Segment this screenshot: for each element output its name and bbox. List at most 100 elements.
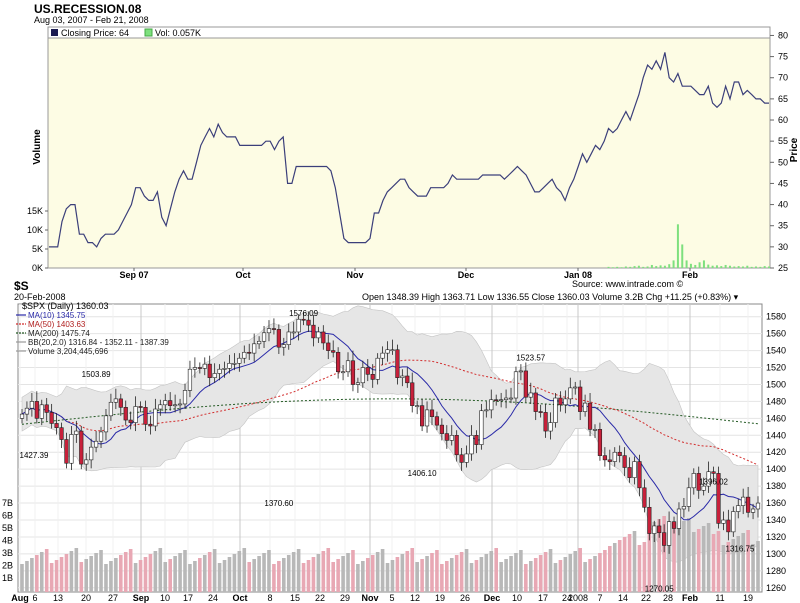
volume-bar xyxy=(39,552,44,592)
candle-body xyxy=(212,373,217,378)
volume-bar xyxy=(331,562,335,592)
volume-bar xyxy=(281,558,286,592)
volume-bar xyxy=(751,544,755,592)
x-tick-label: 14 xyxy=(618,593,628,603)
volume-bar xyxy=(701,526,706,592)
volume-bar xyxy=(79,562,84,592)
volume-bar xyxy=(385,563,390,592)
x-tick-label: 17 xyxy=(183,593,193,603)
candle-body xyxy=(721,519,726,524)
candle-body xyxy=(479,410,484,445)
price-tick-label: 1380 xyxy=(766,481,786,491)
candle-body xyxy=(331,350,336,353)
candle-body xyxy=(19,413,25,419)
x-tick-label: Dec xyxy=(458,270,475,280)
bottom-chart-ohlc: Open 1348.39 High 1363.71 Low 1336.55 Cl… xyxy=(362,292,739,302)
volume-bar xyxy=(474,560,479,592)
candle-body xyxy=(676,508,682,529)
candle-body xyxy=(59,427,64,440)
candle-body xyxy=(686,487,691,507)
candle-body xyxy=(350,360,356,385)
volume-bar xyxy=(746,530,750,592)
volume-bar xyxy=(321,551,326,592)
candle-body xyxy=(607,459,612,462)
volume-bar xyxy=(637,265,640,268)
volume-tick-label: 6B xyxy=(2,511,13,521)
candle-body xyxy=(153,408,158,427)
volume-bar xyxy=(682,521,686,592)
legend-close: Closing Price: 64 xyxy=(61,28,129,38)
volume-bar xyxy=(524,564,528,592)
volume-bar xyxy=(672,260,675,268)
candle-body xyxy=(632,461,637,478)
volume-bar xyxy=(49,563,54,592)
volume-bar xyxy=(724,264,727,268)
volume-bar xyxy=(247,562,252,592)
x-tick-label: 24 xyxy=(562,593,572,603)
candle-body xyxy=(247,351,252,354)
candle-body xyxy=(24,407,30,415)
candle-body xyxy=(257,340,262,345)
volume-bar xyxy=(672,527,676,592)
candle-body xyxy=(434,416,440,426)
volume-bar xyxy=(222,560,227,592)
candle-body xyxy=(217,368,222,374)
volume-bar xyxy=(509,556,513,592)
candle-body xyxy=(424,409,430,427)
price-tick-label: 1520 xyxy=(766,363,786,373)
price-tick-label: 50 xyxy=(778,157,788,167)
volume-bar xyxy=(84,559,89,592)
candle-body xyxy=(612,451,617,462)
candle-body xyxy=(429,409,435,417)
volume-bar xyxy=(257,556,261,592)
x-tick-label: 26 xyxy=(460,593,470,603)
volume-bar xyxy=(629,266,632,268)
volume-bar xyxy=(420,559,424,592)
candle-body xyxy=(148,423,153,427)
volume-bar xyxy=(415,562,419,592)
volume-bar xyxy=(356,564,360,592)
volume-bar xyxy=(696,529,701,592)
volume-bar xyxy=(721,545,726,592)
x-tick-label: Oct xyxy=(235,270,250,280)
volume-bar xyxy=(380,549,385,592)
x-tick-label: 8 xyxy=(267,593,272,603)
volume-bar xyxy=(158,548,163,592)
candle-body xyxy=(128,419,133,423)
volume-bar xyxy=(504,559,508,592)
volume-bar xyxy=(685,260,688,268)
volume-bar xyxy=(533,558,538,592)
candle-body xyxy=(365,367,370,375)
candle-body xyxy=(291,331,296,334)
volume-bar xyxy=(69,551,74,592)
volume-bar xyxy=(650,264,653,268)
volume-bar xyxy=(677,524,681,592)
candle-body xyxy=(252,343,257,354)
candle-body xyxy=(177,403,183,406)
volume-bar xyxy=(553,563,558,592)
volume-bar xyxy=(390,560,395,592)
x-tick-label: 2008 xyxy=(568,593,588,603)
candle-body xyxy=(568,387,573,400)
legend-marker-volume xyxy=(144,28,153,37)
price-tick-label: 70 xyxy=(778,73,788,83)
candle-body xyxy=(736,505,741,512)
volume-bar xyxy=(227,557,232,592)
x-tick-label: 27 xyxy=(108,593,118,603)
x-tick-label: Feb xyxy=(682,270,699,280)
volume-tick-label: 5B xyxy=(2,523,13,533)
candle-body xyxy=(449,434,454,441)
candle-body xyxy=(587,402,593,430)
volume-bar xyxy=(657,519,662,592)
volume-bar xyxy=(611,267,614,268)
candle-body xyxy=(597,429,603,456)
top-chart-title: US.RECESSION.08 xyxy=(34,2,142,16)
candle-body xyxy=(192,367,197,370)
volume-bar xyxy=(148,554,153,592)
annotation-label: 1503.89 xyxy=(82,370,111,379)
volume-bar xyxy=(603,550,607,592)
candle-body xyxy=(266,328,272,334)
volume-bar xyxy=(519,550,523,592)
volume-bar xyxy=(370,555,375,592)
legend-marker-close xyxy=(51,29,58,36)
